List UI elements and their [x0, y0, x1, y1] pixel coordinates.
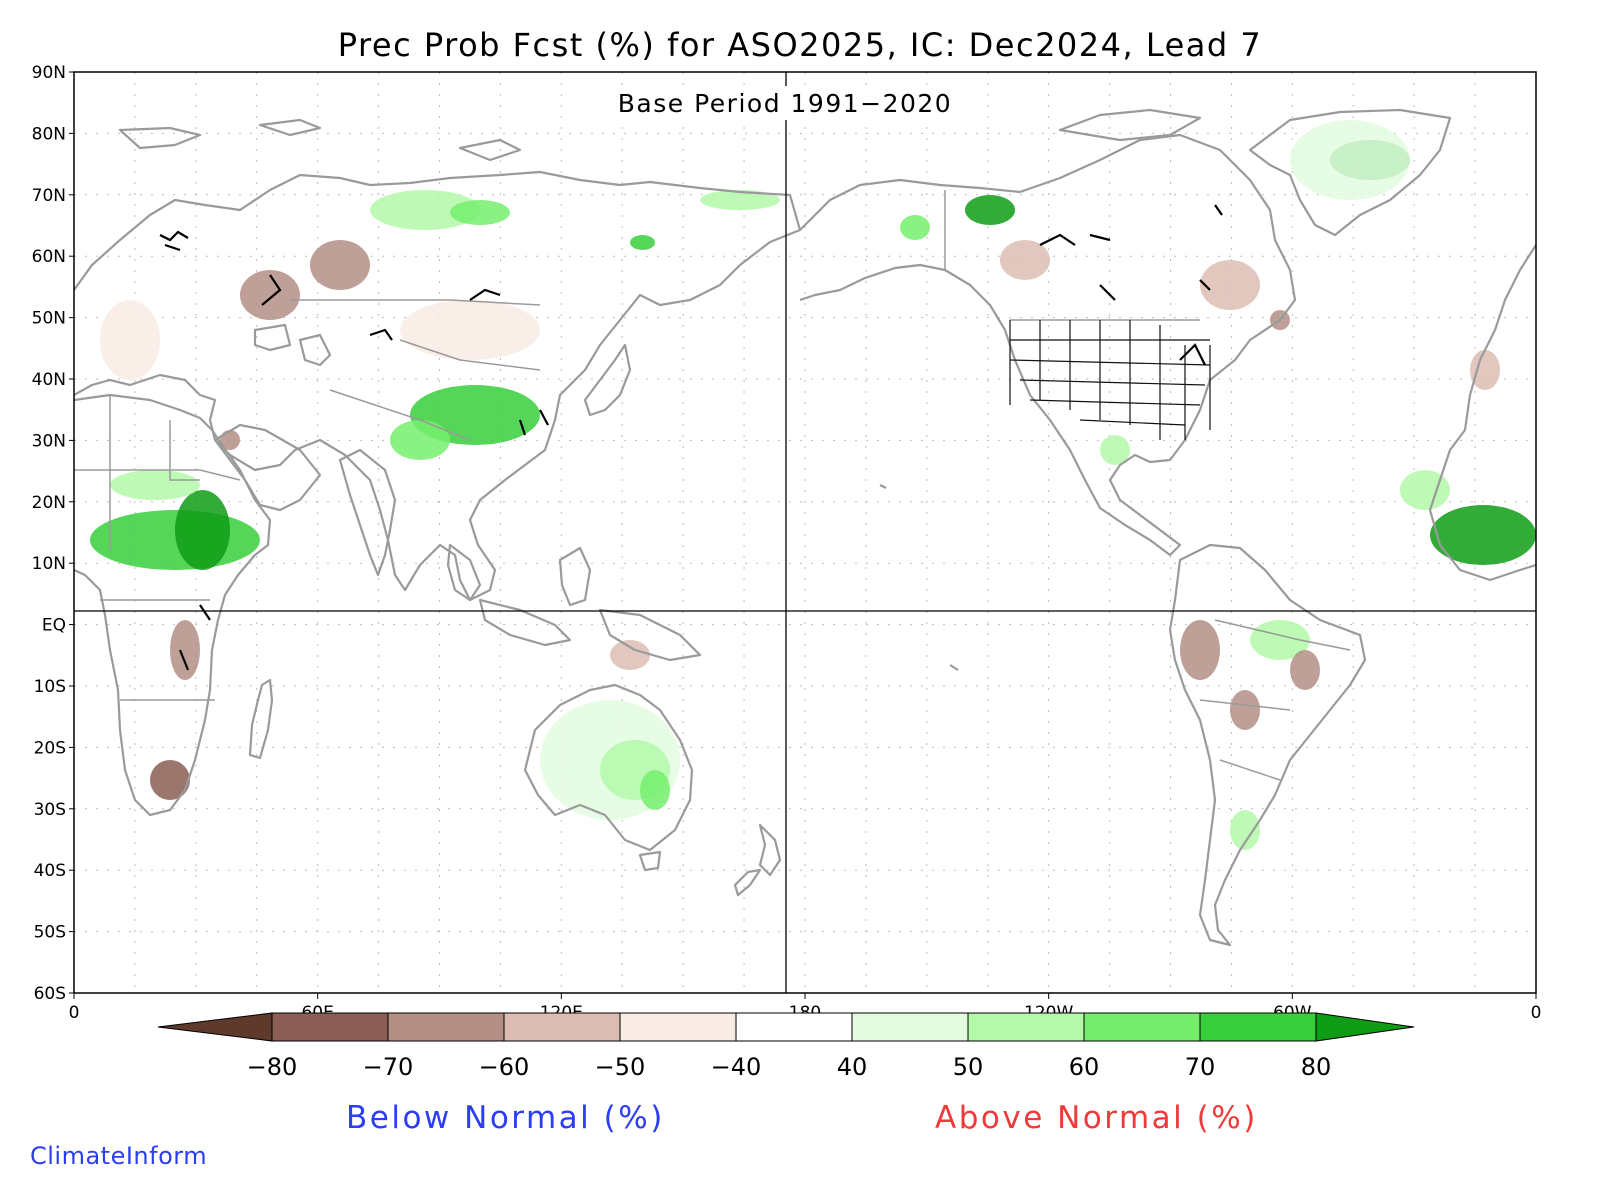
- probability-patch: [1400, 470, 1450, 510]
- country-borders: [74, 190, 1351, 781]
- colorbar-tick-label: −50: [595, 1053, 646, 1081]
- probability-patch: [1200, 260, 1260, 310]
- us-state-borders: [1009, 320, 1211, 440]
- colorbar-tick-label: −40: [711, 1053, 762, 1081]
- base-period-label: Base Period 1991−2020: [618, 89, 952, 118]
- latitude-label: 50N: [32, 309, 66, 329]
- latitude-label: 30S: [34, 800, 66, 820]
- probability-patch: [110, 470, 200, 500]
- colorbar-swatch: [1199, 1012, 1317, 1042]
- probability-patch: [1470, 350, 1500, 390]
- colorbar-tick-label: 80: [1301, 1053, 1332, 1081]
- probability-patch: [1230, 690, 1260, 730]
- colorbar-tick-label: 50: [953, 1053, 984, 1081]
- probability-patch: [1250, 620, 1310, 660]
- colorbar-tick-label: −80: [247, 1053, 298, 1081]
- probability-patch: [1430, 505, 1536, 565]
- latitude-label: 10S: [34, 677, 66, 697]
- probability-patch: [1290, 120, 1410, 200]
- colorbar-tick-label: 60: [1069, 1053, 1100, 1081]
- coastlines: [74, 108, 1536, 947]
- probability-patch: [1230, 810, 1260, 850]
- probability-patch: [1100, 435, 1130, 465]
- probability-patch: [1000, 240, 1050, 280]
- probability-patches: [90, 120, 1536, 850]
- latitude-label: 60N: [32, 247, 66, 267]
- probability-patch: [100, 300, 160, 380]
- probability-patch: [150, 760, 190, 800]
- probability-patch: [1180, 620, 1220, 680]
- probability-patch: [90, 510, 260, 570]
- below-normal-label: Below Normal (%): [346, 1100, 665, 1136]
- latitude-label: 40N: [32, 370, 66, 390]
- probability-patch: [610, 640, 650, 670]
- latitude-label: 20S: [34, 738, 66, 758]
- colorbar-swatch: [735, 1012, 853, 1042]
- probability-patch: [400, 300, 540, 360]
- colorbar-swatch: [851, 1012, 969, 1042]
- colorbar-swatch: [271, 1012, 389, 1042]
- colorbar-swatch: [619, 1012, 737, 1042]
- latitude-label: 70N: [32, 186, 66, 206]
- latitude-label: 90N: [32, 63, 66, 83]
- colorbar-arrow-high: [1315, 1012, 1415, 1042]
- latitude-label: 40S: [34, 861, 66, 881]
- latitude-labels: 90N 80N 70N 60N 50N 40N 30N 20N 10N EQ 10S 20S 30S 40…: [32, 63, 74, 1004]
- latitude-label: 30N: [32, 431, 66, 451]
- probability-patch: [175, 490, 230, 570]
- latitude-label: 10N: [32, 554, 66, 574]
- colorbar-tick-label: 70: [1185, 1053, 1216, 1081]
- longitude-label: 0: [69, 1003, 80, 1023]
- latitude-label: 20N: [32, 493, 66, 513]
- lakes: [159, 204, 1223, 671]
- colorbar: −80 −70 −60 −50 −40 40 50 60 70 80: [157, 1012, 1415, 1081]
- above-normal-label: Above Normal (%): [935, 1100, 1258, 1136]
- probability-patch: [170, 620, 200, 680]
- probability-patch: [630, 235, 655, 250]
- probability-patch: [450, 200, 510, 225]
- latitude-label: 60S: [34, 984, 66, 1004]
- latitude-label: EQ: [42, 616, 66, 636]
- colorbar-swatch: [1083, 1012, 1201, 1042]
- credit-label: ClimateInform: [30, 1142, 208, 1170]
- colorbar-swatch: [967, 1012, 1085, 1042]
- colorbar-arrow-low: [157, 1012, 273, 1042]
- probability-patch: [900, 215, 930, 240]
- probability-patch: [965, 195, 1015, 225]
- probability-patch: [390, 420, 450, 460]
- colorbar-tick-label: 40: [837, 1053, 868, 1081]
- colorbar-tick-label: −60: [479, 1053, 530, 1081]
- colorbar-tick-label: −70: [363, 1053, 414, 1081]
- probability-patch: [310, 240, 370, 290]
- graticule: [74, 72, 1536, 993]
- latitude-label: 50S: [34, 923, 66, 943]
- probability-patch: [240, 270, 300, 320]
- longitude-label: 0: [1531, 1003, 1542, 1023]
- probability-patch: [700, 190, 780, 210]
- probability-patch: [1290, 650, 1320, 690]
- colorbar-swatch: [387, 1012, 505, 1042]
- probability-patch: [370, 190, 480, 230]
- map-title: Prec Prob Fcst (%) for ASO2025, IC: Dec2…: [337, 26, 1263, 64]
- colorbar-swatch: [503, 1012, 621, 1042]
- probability-patch: [640, 770, 670, 810]
- latitude-label: 80N: [32, 124, 66, 144]
